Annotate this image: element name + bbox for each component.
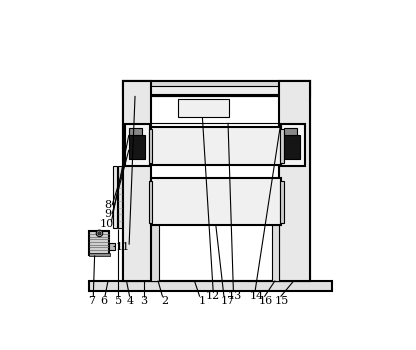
- Text: 16: 16: [259, 296, 273, 306]
- Text: 8: 8: [104, 200, 111, 210]
- Circle shape: [96, 230, 103, 237]
- Bar: [123, 81, 151, 280]
- Bar: [280, 181, 284, 223]
- Text: 13: 13: [228, 291, 242, 301]
- Text: 5: 5: [115, 296, 122, 306]
- Bar: [280, 124, 305, 166]
- Bar: [149, 129, 152, 163]
- Bar: [89, 280, 332, 291]
- Bar: [151, 178, 280, 225]
- Text: 7: 7: [88, 296, 95, 306]
- Text: 4: 4: [126, 296, 134, 306]
- Text: 14: 14: [249, 291, 263, 301]
- Bar: [125, 124, 150, 166]
- Bar: [151, 127, 280, 164]
- Text: 10: 10: [99, 219, 114, 229]
- Text: 15: 15: [275, 296, 289, 306]
- Text: 3: 3: [140, 296, 147, 306]
- Bar: [123, 81, 310, 280]
- Bar: [129, 135, 145, 159]
- Text: 12: 12: [206, 291, 220, 301]
- Bar: [178, 99, 229, 118]
- Text: 9: 9: [104, 210, 111, 219]
- Bar: [280, 129, 284, 163]
- Bar: [123, 81, 310, 96]
- Bar: [151, 225, 159, 280]
- Bar: [272, 225, 279, 280]
- Bar: [284, 128, 297, 135]
- Text: 11: 11: [116, 242, 130, 252]
- Bar: [131, 86, 302, 94]
- Bar: [89, 231, 109, 255]
- Bar: [284, 135, 300, 159]
- Bar: [131, 96, 302, 123]
- Text: 2: 2: [161, 296, 168, 306]
- Bar: [109, 243, 115, 250]
- Bar: [279, 81, 310, 280]
- Bar: [118, 166, 122, 228]
- Bar: [129, 128, 142, 135]
- Circle shape: [98, 232, 101, 235]
- Bar: [89, 253, 110, 256]
- Text: 6: 6: [101, 296, 108, 306]
- Text: 17: 17: [221, 296, 235, 306]
- Bar: [149, 181, 152, 223]
- Bar: [113, 166, 117, 228]
- Text: 1: 1: [199, 296, 206, 306]
